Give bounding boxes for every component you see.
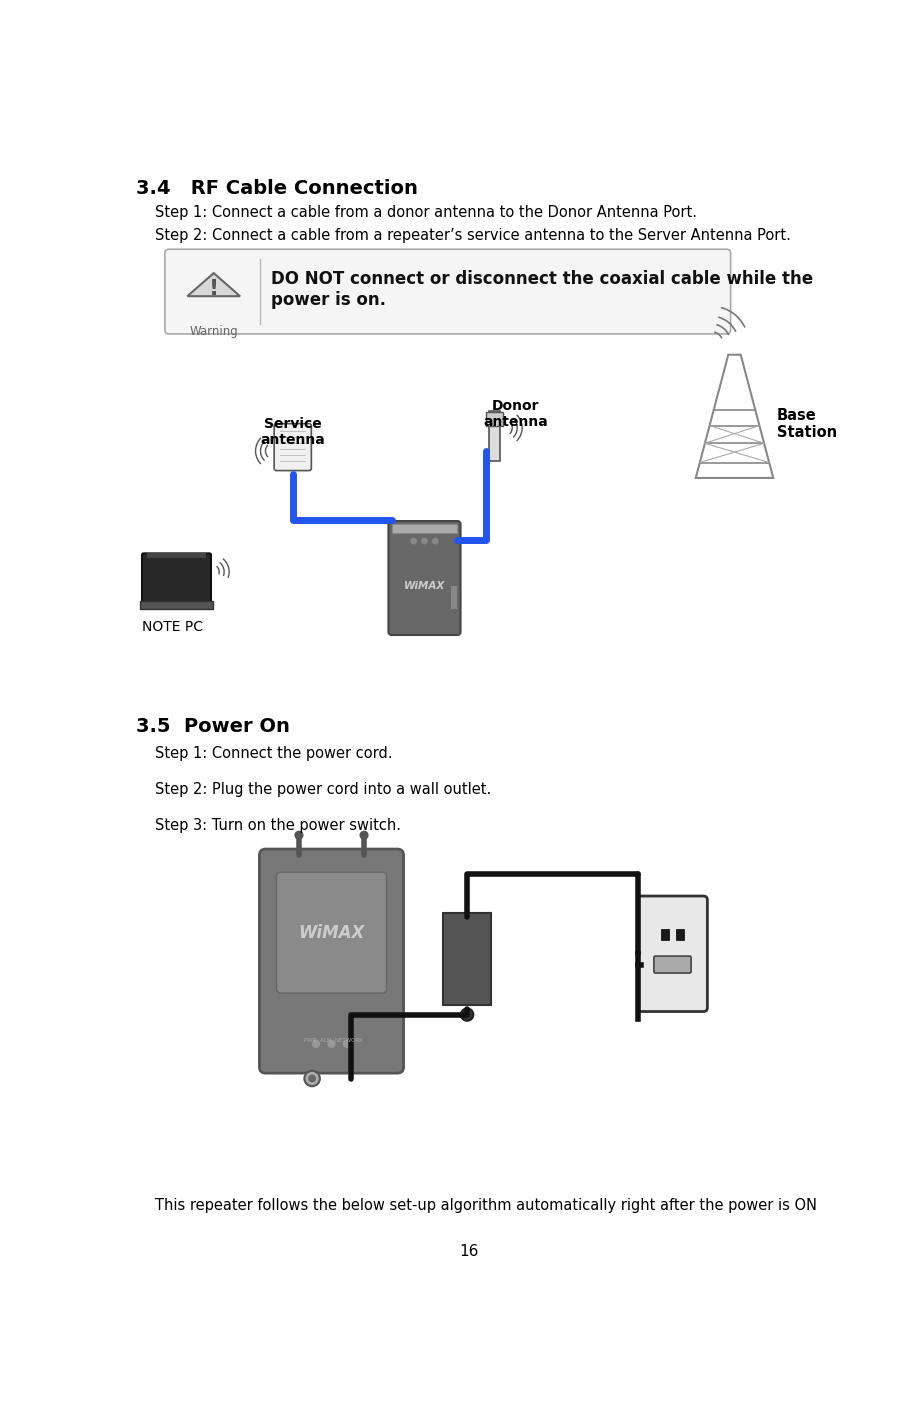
Text: NOTE PC: NOTE PC: [142, 620, 203, 633]
Bar: [139, 602, 213, 609]
FancyBboxPatch shape: [142, 554, 211, 603]
FancyBboxPatch shape: [259, 850, 404, 1073]
Circle shape: [411, 538, 417, 544]
FancyBboxPatch shape: [277, 872, 387, 993]
FancyBboxPatch shape: [388, 521, 461, 634]
FancyBboxPatch shape: [638, 896, 707, 1011]
Text: Donor
antenna: Donor antenna: [484, 399, 549, 429]
Circle shape: [360, 831, 368, 840]
Circle shape: [421, 538, 427, 544]
Text: Step 2: Connect a cable from a repeater’s service antenna to the Server Antenna : Step 2: Connect a cable from a repeater’…: [155, 228, 791, 244]
Circle shape: [304, 1070, 320, 1086]
Bar: [443, 913, 491, 1005]
Text: 3.4   RF Cable Connection: 3.4 RF Cable Connection: [136, 180, 418, 198]
Bar: [489, 411, 499, 460]
FancyBboxPatch shape: [165, 249, 731, 334]
Text: !: !: [209, 279, 219, 299]
Text: WiMAX: WiMAX: [404, 581, 445, 590]
Bar: [485, 412, 503, 426]
Polygon shape: [188, 273, 240, 296]
Text: Warning: Warning: [190, 326, 238, 338]
Circle shape: [295, 831, 303, 840]
Text: Step 1: Connect the power cord.: Step 1: Connect the power cord.: [155, 746, 392, 760]
Circle shape: [328, 1041, 335, 1048]
Text: Step 2: Plug the power cord into a wall outlet.: Step 2: Plug the power cord into a wall …: [155, 782, 491, 797]
FancyBboxPatch shape: [274, 423, 311, 470]
Circle shape: [312, 1041, 320, 1048]
Text: DO NOT connect or disconnect the coaxial cable while the
power is on.: DO NOT connect or disconnect the coaxial…: [271, 270, 813, 309]
Text: This repeater follows the below set-up algorithm automatically right after the p: This repeater follows the below set-up a…: [155, 1198, 817, 1214]
Bar: [452, 586, 457, 609]
Text: WiMAX: WiMAX: [299, 923, 365, 942]
Text: Base
Station: Base Station: [777, 408, 837, 440]
Circle shape: [309, 1075, 316, 1082]
Text: Step 1: Connect a cable from a donor antenna to the Donor Antenna Port.: Step 1: Connect a cable from a donor ant…: [155, 205, 697, 221]
Bar: [660, 929, 669, 940]
Bar: [676, 929, 684, 940]
Circle shape: [432, 538, 438, 544]
Circle shape: [461, 1008, 474, 1021]
Text: 3.5  Power On: 3.5 Power On: [136, 716, 290, 736]
Text: 16: 16: [460, 1245, 479, 1259]
Circle shape: [344, 1041, 351, 1048]
Text: Service
antenna: Service antenna: [260, 416, 325, 447]
Text: Step 3: Turn on the power switch.: Step 3: Turn on the power switch.: [155, 818, 401, 833]
Bar: [391, 524, 457, 534]
Bar: [147, 554, 206, 558]
FancyBboxPatch shape: [654, 956, 691, 973]
Text: PWR  ALM  NETWORK: PWR ALM NETWORK: [304, 1038, 363, 1042]
